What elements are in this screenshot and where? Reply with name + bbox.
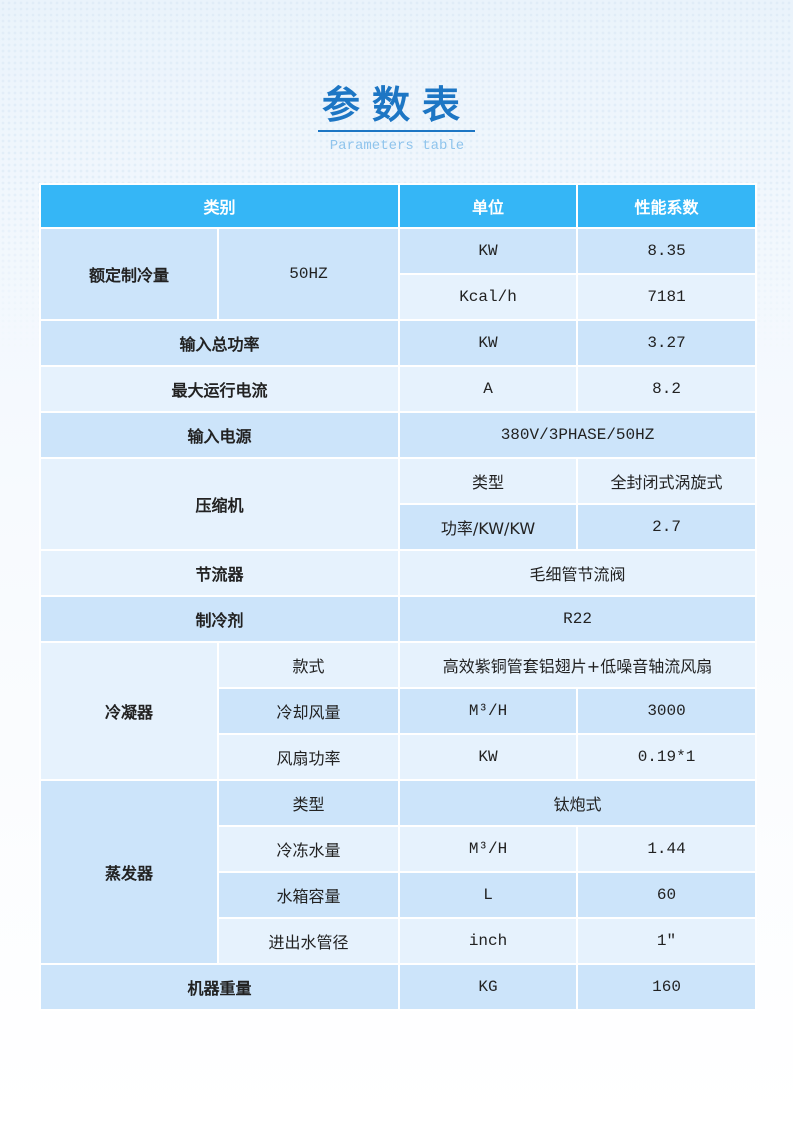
cell: 380V/3PHASE/50HZ — [398, 411, 758, 459]
cell: KG — [398, 963, 579, 1011]
table-header-row: 类别 单位 性能系数 — [38, 183, 758, 229]
cell: 高效紫铜管套铝翅片+低噪音轴流风扇 — [398, 641, 758, 689]
table-row: Kcal/h 7181 — [40, 273, 758, 321]
cell: 进出水管径 — [216, 917, 401, 965]
cell: M³/H — [398, 687, 579, 735]
cell: 1″ — [576, 917, 758, 965]
row-label: 机器重量 — [38, 963, 401, 1011]
cell: 7181 — [576, 273, 758, 321]
row-label: 冷凝器 — [39, 641, 219, 781]
table-row: 输入总功率 KW 3.27 — [38, 319, 758, 367]
row-label: 压缩机 — [38, 457, 401, 551]
cell: 8.2 — [576, 365, 758, 413]
page-subtitle: Parameters table — [329, 138, 465, 154]
row-label: 输入电源 — [38, 411, 401, 459]
page-title: 参数表 — [321, 82, 472, 127]
cell: KW — [398, 227, 579, 275]
cell: 50HZ — [216, 227, 401, 321]
title-underline — [318, 130, 475, 132]
cell: 0.19*1 — [576, 733, 758, 781]
table-row: 输入电源 380V/3PHASE/50HZ — [38, 411, 758, 459]
cell: 钛炮式 — [398, 779, 758, 827]
table-row: 功率/KW/KW 2.7 — [40, 503, 758, 551]
cell: 60 — [576, 871, 758, 919]
table-row: 冷凝器 款式 高效紫铜管套铝翅片+低噪音轴流风扇 — [39, 641, 758, 781]
table-row: 额定制冷量 50HZ KW 8.35 — [39, 227, 758, 321]
table-row: 水箱容量 L 60 — [40, 871, 758, 919]
cell: R22 — [398, 595, 758, 643]
table-row: 风扇功率 KW 0.19*1 — [40, 733, 758, 781]
cell: Kcal/h — [398, 273, 579, 321]
cell: 类型 — [216, 779, 401, 827]
cell: 款式 — [216, 641, 401, 689]
row-label: 输入总功率 — [38, 319, 401, 367]
table-row: 蒸发器 类型 钛炮式 — [39, 779, 758, 965]
parameters-table: 类别 单位 性能系数 额定制冷量 50HZ KW 8.35 Kcal/h 718… — [38, 183, 758, 1011]
cell: 功率/KW/KW — [398, 503, 579, 551]
row-label: 制冷剂 — [38, 595, 401, 643]
cell: 类型 — [398, 457, 579, 505]
row-label: 蒸发器 — [39, 779, 219, 965]
table-row: 最大运行电流 A 8.2 — [38, 365, 758, 413]
cell: 冷冻水量 — [216, 825, 401, 873]
row-label: 额定制冷量 — [39, 227, 219, 321]
cell: 3.27 — [576, 319, 758, 367]
cell: 3000 — [576, 687, 758, 735]
cell: KW — [398, 319, 579, 367]
cell: 毛细管节流阀 — [398, 549, 758, 597]
table-row: 节流器 毛细管节流阀 — [38, 549, 758, 597]
header-category: 类别 — [38, 183, 401, 229]
table-row: 机器重量 KG 160 — [38, 963, 758, 1011]
row-label: 最大运行电流 — [38, 365, 401, 413]
cell: 全封闭式涡旋式 — [576, 457, 758, 505]
cell: 冷却风量 — [216, 687, 401, 735]
table-row: 进出水管径 inch 1″ — [40, 917, 758, 965]
cell: 水箱容量 — [216, 871, 401, 919]
cell: inch — [398, 917, 579, 965]
cell: L — [398, 871, 579, 919]
cell: KW — [398, 733, 579, 781]
cell: 8.35 — [576, 227, 758, 275]
cell: A — [398, 365, 579, 413]
cell: M³/H — [398, 825, 579, 873]
cell: 160 — [576, 963, 758, 1011]
row-label: 节流器 — [38, 549, 401, 597]
table-row: 制冷剂 R22 — [38, 595, 758, 643]
table-row: 压缩机 类型 全封闭式涡旋式 — [38, 457, 758, 551]
cell: 2.7 — [576, 503, 758, 551]
header-unit: 单位 — [398, 183, 579, 229]
cell: 风扇功率 — [216, 733, 401, 781]
table-row: 冷却风量 M³/H 3000 — [40, 687, 758, 735]
header-value: 性能系数 — [576, 183, 758, 229]
table-row: 冷冻水量 M³/H 1.44 — [40, 825, 758, 873]
cell: 1.44 — [576, 825, 758, 873]
